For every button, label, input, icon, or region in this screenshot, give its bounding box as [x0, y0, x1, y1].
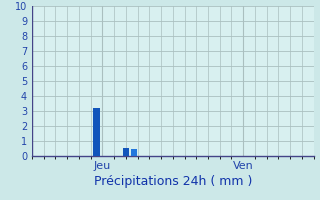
Bar — [131, 149, 137, 156]
Bar — [93, 108, 100, 156]
X-axis label: Précipitations 24h ( mm ): Précipitations 24h ( mm ) — [94, 175, 252, 188]
Bar — [123, 148, 129, 156]
